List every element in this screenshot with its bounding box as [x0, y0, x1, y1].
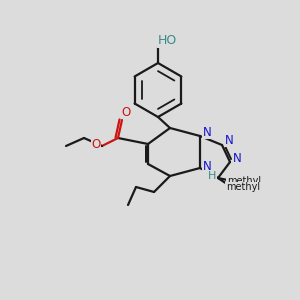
Text: O: O [92, 137, 100, 151]
Text: N: N [202, 125, 211, 139]
Text: O: O [122, 106, 130, 118]
Text: methyl: methyl [227, 176, 261, 186]
Text: methyl: methyl [226, 182, 260, 192]
Text: N: N [225, 134, 233, 146]
Text: N: N [202, 160, 211, 172]
Text: HO: HO [158, 34, 177, 47]
Text: H: H [208, 171, 216, 181]
Text: N: N [232, 152, 242, 166]
